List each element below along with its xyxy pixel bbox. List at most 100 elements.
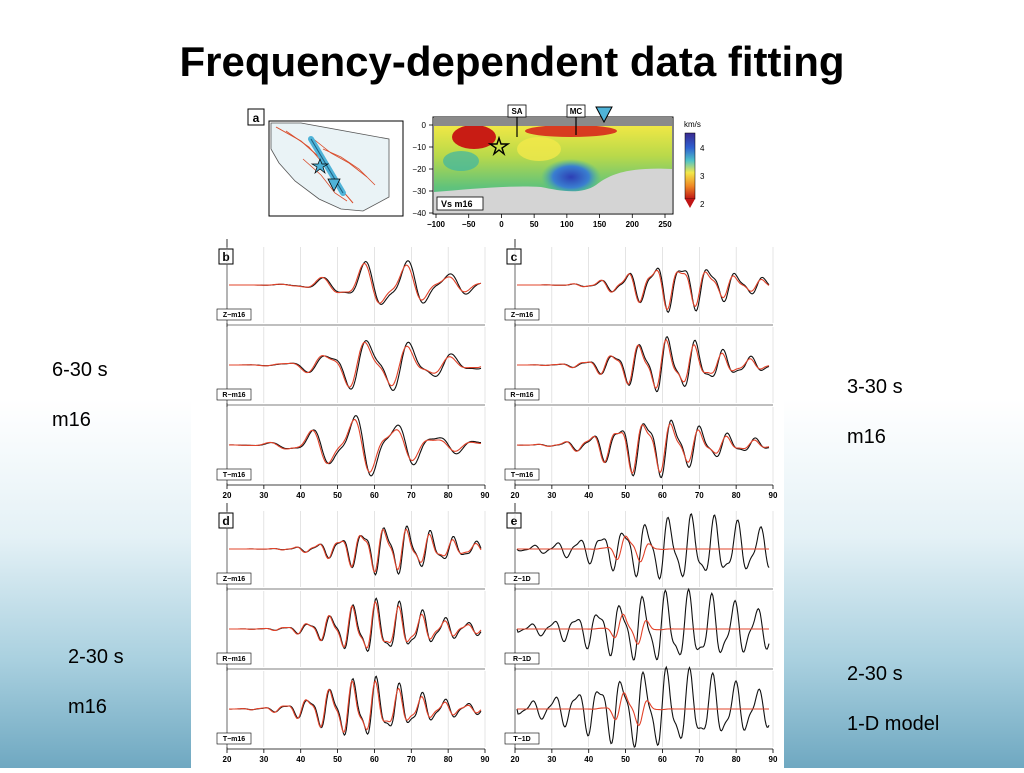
cross-section: SA MC Vs m16 0 −10 −20 −30 −40 −100 −50 0 50 100… <box>412 104 705 229</box>
depth-tick-label: 0 <box>422 121 427 130</box>
trace-label-box <box>504 652 540 665</box>
distance-tick-label: 0 <box>499 220 504 229</box>
panel-letter: c <box>511 250 518 264</box>
hypocenter-star-icon <box>487 135 511 157</box>
label-panel-b: 6-30 s m16 <box>52 333 108 433</box>
time-tick-label: 50 <box>621 491 630 500</box>
time-tick-label: 50 <box>621 755 630 764</box>
synthetic-waveform <box>229 262 482 304</box>
time-tick-label: 70 <box>695 755 704 764</box>
map-inset: a <box>247 108 404 217</box>
velocity-patch <box>517 137 561 161</box>
time-tick-label: 30 <box>259 755 268 764</box>
label-panel-e-band: 2-30 s <box>847 663 903 685</box>
synthetic-waveform <box>228 679 482 733</box>
observed-waveform <box>229 597 482 653</box>
waveform-panel-e: e Z−1D R−1D T−1D 20 30 40 50 60 70 80 90 <box>504 503 778 764</box>
synthetic-waveform <box>517 535 769 563</box>
time-tick-label: 60 <box>370 755 379 764</box>
trace-label: R−m16 <box>222 392 245 399</box>
colorbar-end <box>685 199 695 208</box>
depth-tick-label: −40 <box>412 209 426 218</box>
colorbar-tick: 3 <box>700 172 705 181</box>
model-label-box <box>436 196 484 211</box>
synthetic-waveform <box>517 269 770 311</box>
depth-axis: 0 −10 −20 −30 −40 <box>412 121 433 218</box>
panel-letter-box <box>218 248 234 265</box>
time-tick-label: 30 <box>259 491 268 500</box>
panel-letter-box <box>506 512 522 529</box>
station-triangle-icon <box>327 178 341 192</box>
colorbar <box>684 132 696 200</box>
low-velocity-anomaly <box>452 125 496 149</box>
marker-box-mc <box>566 104 586 118</box>
time-tick-label: 80 <box>732 755 741 764</box>
time-tick-label: 20 <box>511 491 520 500</box>
colorbar-tick: 2 <box>700 200 705 209</box>
trace-label: Z−1D <box>513 576 530 583</box>
time-tick-label: 80 <box>732 491 741 500</box>
marker-box-sa <box>507 104 527 118</box>
label-panel-d: 2-30 s m16 <box>68 620 124 720</box>
trace-label-box <box>216 308 252 321</box>
observed-waveform <box>228 414 482 477</box>
time-tick-label: 90 <box>481 491 490 500</box>
panel-a-letter: a <box>253 111 260 125</box>
trace-label-box <box>504 388 540 401</box>
trace-label: R−m16 <box>510 392 533 399</box>
waveform-panel-b: b Z−m16 R−m16 T−m16 20 30 40 50 60 70 80 90 <box>216 239 490 500</box>
label-panel-e: 2-30 s 1-D model <box>847 637 939 737</box>
synthetic-waveform <box>229 600 482 649</box>
distance-tick-label: 200 <box>626 220 640 229</box>
colorbar-tick: 4 <box>700 144 705 153</box>
time-tick-label: 40 <box>584 491 593 500</box>
fault-line <box>302 158 348 202</box>
trace-label: R−m16 <box>222 656 245 663</box>
time-tick-label: 60 <box>658 491 667 500</box>
time-tick-label: 20 <box>511 755 520 764</box>
trace-label: Z−m16 <box>223 576 245 583</box>
time-tick-label: 70 <box>695 491 704 500</box>
low-velocity-anomaly <box>525 125 617 137</box>
label-panel-c: 3-30 s m16 <box>847 350 903 450</box>
time-tick-label: 40 <box>296 755 305 764</box>
distance-tick-label: −100 <box>427 220 446 229</box>
label-panel-c-model: m16 <box>847 426 886 448</box>
trace-label: Z−m16 <box>511 312 533 319</box>
time-tick-label: 60 <box>658 755 667 764</box>
depth-tick-label: −30 <box>412 187 426 196</box>
trace-label-box <box>216 732 252 745</box>
topography-band <box>434 117 672 126</box>
trace-label-box <box>504 732 540 745</box>
trace-label: T−m16 <box>511 472 533 479</box>
synthetic-waveform <box>517 613 769 645</box>
observed-waveform <box>516 665 770 749</box>
time-tick-label: 60 <box>370 491 379 500</box>
panel-letter: d <box>222 514 229 528</box>
panel-a: a SA MC Vs <box>247 104 705 229</box>
observed-waveform <box>516 419 770 479</box>
figure: a SA MC Vs <box>191 97 784 768</box>
trace-label-box <box>216 572 252 585</box>
marker-sa-label: SA <box>511 107 522 116</box>
time-tick-label: 40 <box>584 755 593 764</box>
distance-tick-label: 50 <box>530 220 539 229</box>
waveform-panel-c: c Z−m16 R−m16 T−m16 20 30 40 50 60 70 80 90 <box>504 239 778 500</box>
observed-waveform <box>229 260 482 305</box>
distance-tick-label: 100 <box>560 220 574 229</box>
high-velocity-anomaly <box>541 159 601 195</box>
trace-label-box <box>216 652 252 665</box>
panel-a-letter-box <box>247 108 265 126</box>
trace-label-box <box>504 468 540 481</box>
synthetic-waveform <box>517 339 770 389</box>
synthetic-waveform <box>229 528 482 573</box>
time-tick-label: 90 <box>769 755 778 764</box>
label-panel-e-model: 1-D model <box>847 713 940 735</box>
time-tick-label: 90 <box>769 491 778 500</box>
panel-letter: e <box>511 514 518 528</box>
panel-letter: b <box>222 250 229 264</box>
velocity-patch <box>443 151 479 171</box>
observed-waveform <box>516 513 770 581</box>
fault-line <box>322 148 376 186</box>
time-tick-label: 20 <box>223 755 232 764</box>
